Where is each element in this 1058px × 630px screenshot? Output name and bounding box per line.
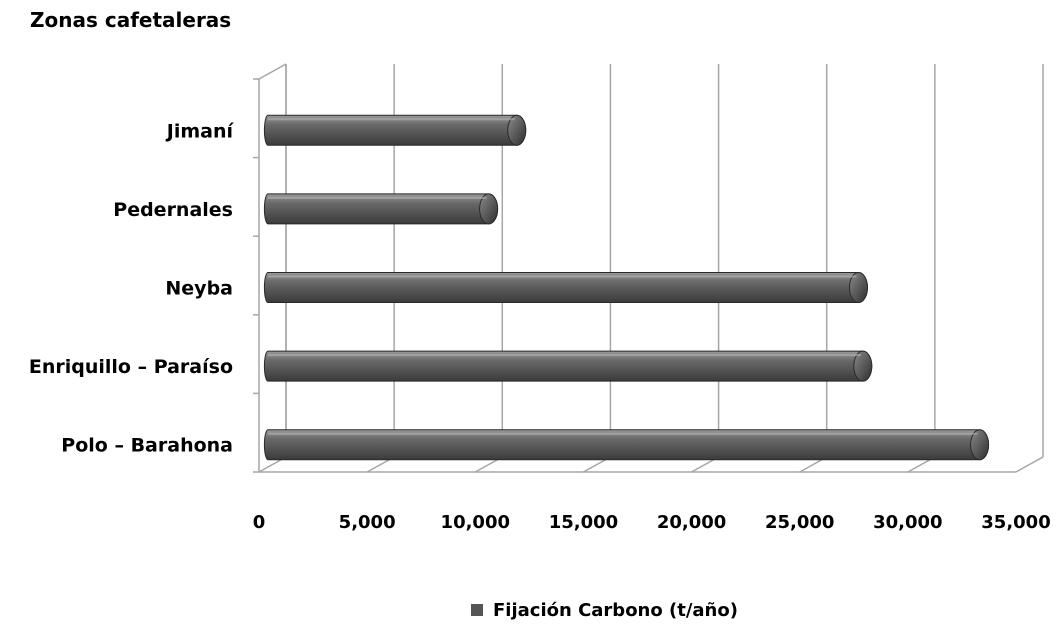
category-labels: Jimaní Pedernales Neyba Enriquillo – Paraís… xyxy=(29,120,235,456)
legend: Fijación Carbono (t/año) xyxy=(471,600,738,621)
x-tick-label: 0 xyxy=(253,512,266,533)
x-tick-label: 10,000 xyxy=(441,512,510,533)
bar xyxy=(263,429,990,461)
category-label: Jimaní xyxy=(165,120,235,142)
x-tick-label: 25,000 xyxy=(765,512,834,533)
category-label: Neyba xyxy=(165,278,233,300)
category-label: Enriquillo – Paraíso xyxy=(29,356,233,378)
gridline xyxy=(799,64,828,473)
bar xyxy=(263,114,527,146)
x-tick-label: 35,000 xyxy=(981,512,1050,533)
category-label: Polo – Barahona xyxy=(61,435,233,457)
legend-label: Fijación Carbono (t/año) xyxy=(493,600,738,621)
legend-swatch xyxy=(471,604,483,616)
gridline xyxy=(907,64,936,473)
x-tick-label: 20,000 xyxy=(657,512,726,533)
x-tick-label: 15,000 xyxy=(549,512,618,533)
bars xyxy=(263,114,990,461)
gridline xyxy=(691,64,720,473)
chart-title: Zonas cafetaleras xyxy=(30,8,231,32)
x-tick-label: 30,000 xyxy=(873,512,942,533)
gridline xyxy=(583,64,612,473)
bar xyxy=(263,350,873,382)
gridline xyxy=(1015,64,1044,473)
x-tick-label: 5,000 xyxy=(339,512,396,533)
x-tick-labels: 0 5,000 10,000 15,000 20,000 25,000 30,000 35,0… xyxy=(253,512,1051,533)
category-label: Pedernales xyxy=(113,199,233,221)
wall-top-edge xyxy=(258,63,287,80)
bar xyxy=(263,272,868,303)
bar xyxy=(263,193,499,225)
